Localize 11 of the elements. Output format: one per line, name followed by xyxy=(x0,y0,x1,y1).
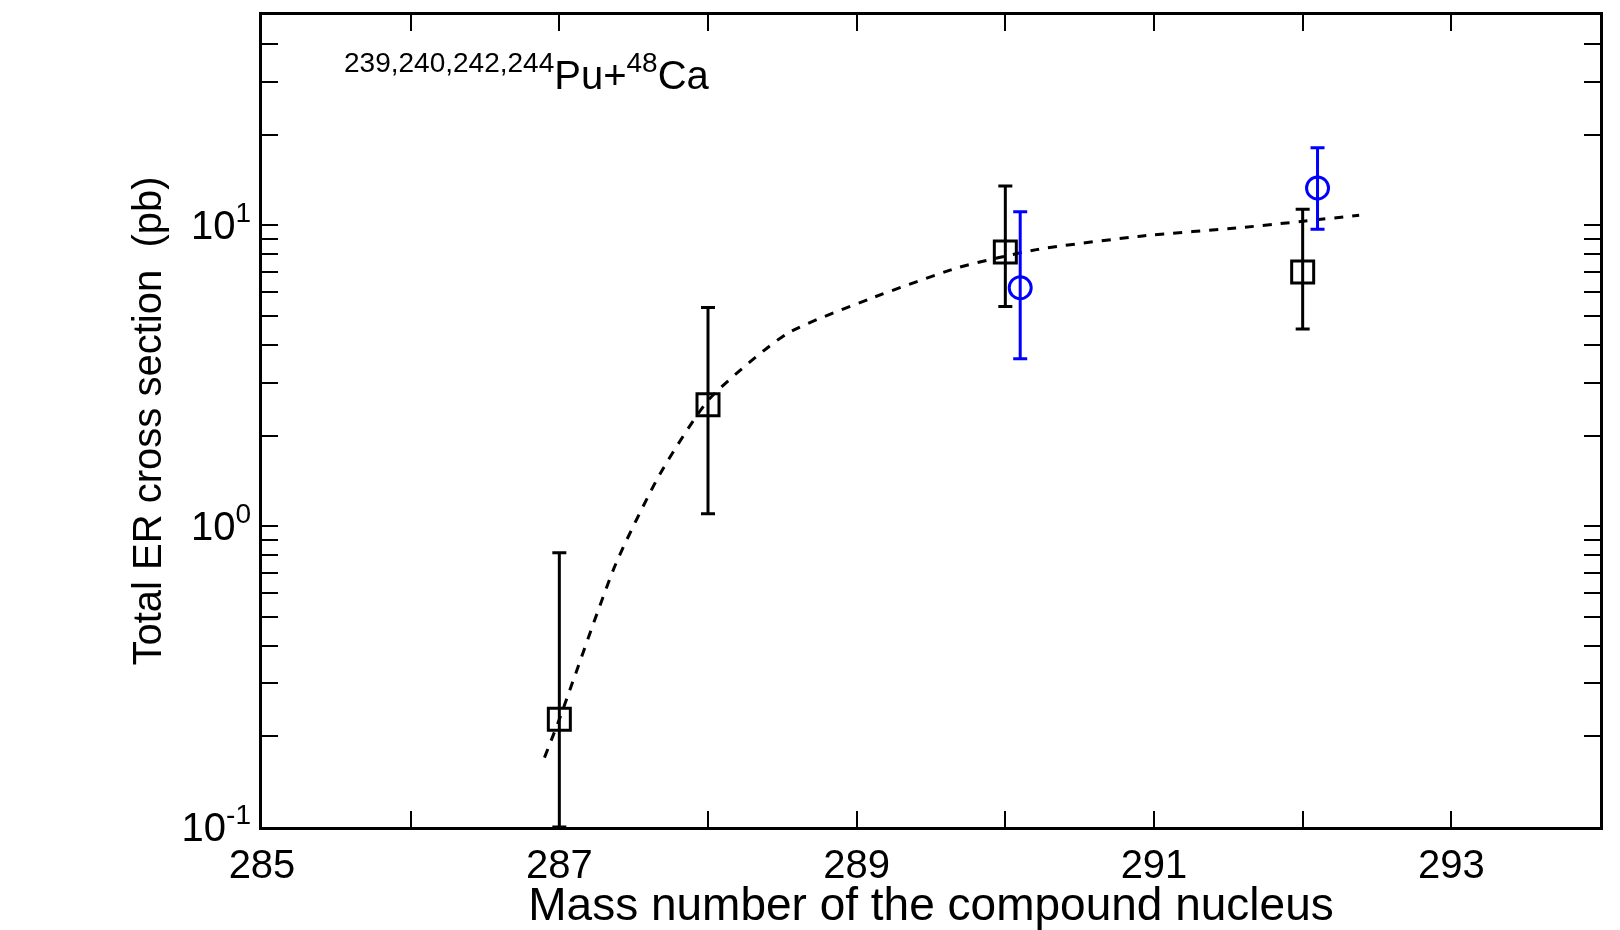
y-axis-title: Total ER cross section (pb) xyxy=(125,176,170,666)
y-tick-label: 10$^{0}$ xyxy=(190,498,251,549)
annotation: $^{239,240,242,244}$Pu+$^{48}$Ca xyxy=(344,47,710,97)
y-tick-label: 10$^{1}$ xyxy=(190,197,251,248)
point xyxy=(1290,259,1316,285)
point xyxy=(695,392,721,418)
point xyxy=(546,706,572,732)
point xyxy=(992,239,1018,265)
point xyxy=(1305,175,1331,201)
x-tick-label: 293 xyxy=(1417,842,1485,886)
point xyxy=(1007,275,1033,301)
